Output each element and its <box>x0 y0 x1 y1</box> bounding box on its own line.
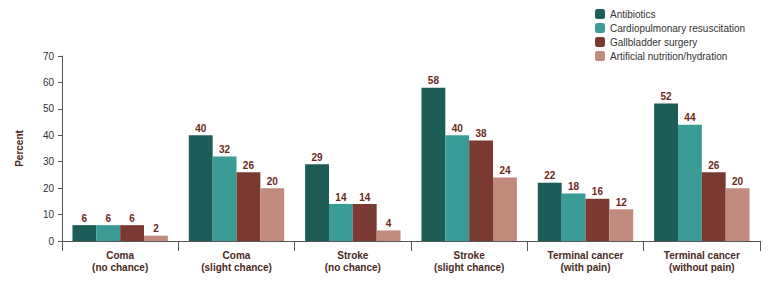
svg-text:10: 10 <box>43 209 55 220</box>
svg-text:50: 50 <box>43 103 55 114</box>
svg-text:70: 70 <box>43 51 55 62</box>
svg-text:(slight chance): (slight chance) <box>434 262 505 273</box>
svg-text:Coma: Coma <box>223 250 251 261</box>
svg-text:Gallbladder surgery: Gallbladder surgery <box>610 37 697 48</box>
svg-text:0: 0 <box>48 236 54 247</box>
svg-text:20: 20 <box>267 176 279 187</box>
svg-text:20: 20 <box>732 176 744 187</box>
svg-text:12: 12 <box>616 197 628 208</box>
svg-text:22: 22 <box>544 170 556 181</box>
svg-text:29: 29 <box>311 152 323 163</box>
svg-text:40: 40 <box>43 130 55 141</box>
svg-text:16: 16 <box>592 186 604 197</box>
svg-text:32: 32 <box>219 144 231 155</box>
svg-text:18: 18 <box>568 181 580 192</box>
svg-text:20: 20 <box>43 183 55 194</box>
svg-text:52: 52 <box>660 91 672 102</box>
svg-text:6: 6 <box>105 213 111 224</box>
svg-text:4: 4 <box>386 218 392 229</box>
svg-text:58: 58 <box>428 75 440 86</box>
svg-text:40: 40 <box>195 123 207 134</box>
svg-text:30: 30 <box>43 156 55 167</box>
svg-text:40: 40 <box>452 123 464 134</box>
svg-text:(without pain): (without pain) <box>669 262 735 273</box>
svg-text:Terminal cancer: Terminal cancer <box>548 250 624 261</box>
svg-text:Terminal cancer: Terminal cancer <box>664 250 740 261</box>
svg-text:(no chance): (no chance) <box>325 262 381 273</box>
svg-text:Coma: Coma <box>106 250 134 261</box>
svg-text:38: 38 <box>476 128 488 139</box>
svg-text:14: 14 <box>359 192 371 203</box>
svg-text:Stroke: Stroke <box>337 250 369 261</box>
svg-text:60: 60 <box>43 77 55 88</box>
svg-text:2: 2 <box>153 223 159 234</box>
svg-text:Antibiotics: Antibiotics <box>610 9 656 20</box>
svg-text:6: 6 <box>82 213 88 224</box>
svg-text:26: 26 <box>243 160 255 171</box>
svg-text:6: 6 <box>129 213 135 224</box>
svg-text:24: 24 <box>499 165 511 176</box>
svg-text:(no chance): (no chance) <box>92 262 148 273</box>
svg-text:Cardiopulmonary resuscitation: Cardiopulmonary resuscitation <box>610 23 745 34</box>
svg-text:(slight chance): (slight chance) <box>201 262 272 273</box>
svg-text:Percent: Percent <box>14 129 25 166</box>
svg-text:Artificial nutrition/hydration: Artificial nutrition/hydration <box>610 51 727 62</box>
svg-text:Stroke: Stroke <box>454 250 486 261</box>
svg-text:(with pain): (with pain) <box>561 262 611 273</box>
svg-text:14: 14 <box>335 192 347 203</box>
svg-text:44: 44 <box>684 112 696 123</box>
svg-text:26: 26 <box>708 160 720 171</box>
